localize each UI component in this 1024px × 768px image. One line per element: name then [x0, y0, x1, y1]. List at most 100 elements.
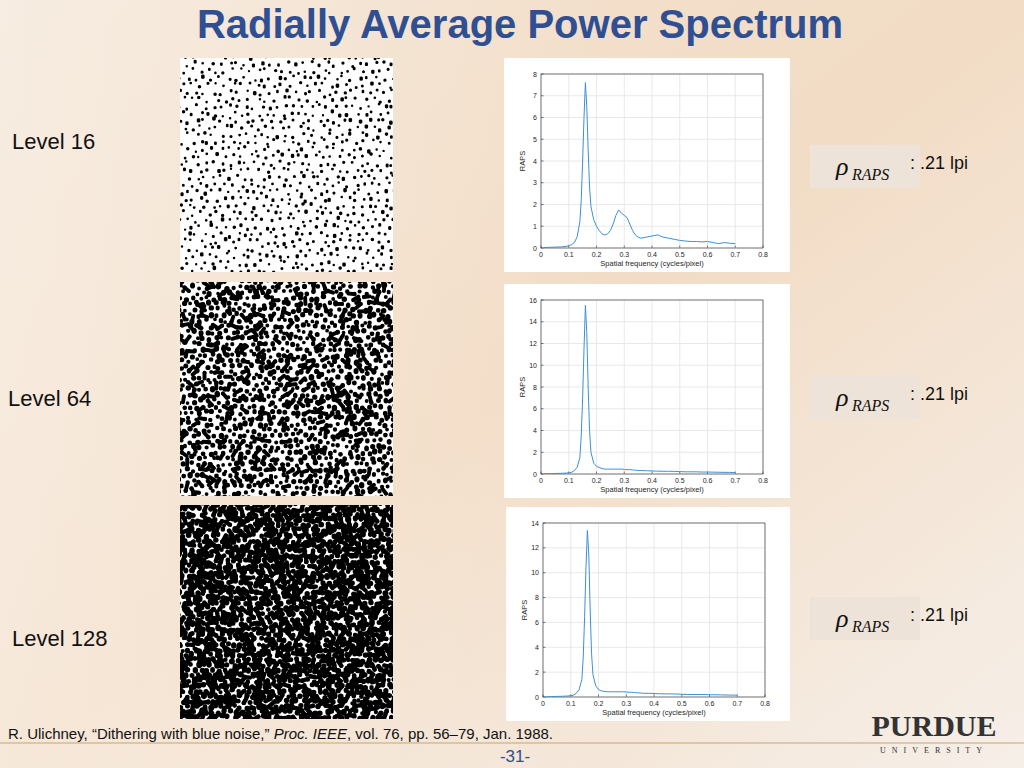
x-tick-label: 0.1	[564, 477, 574, 484]
y-tick-label: 6	[535, 619, 539, 626]
annotation-subscript: RAPS	[851, 618, 889, 635]
y-tick	[541, 182, 544, 183]
level-label: Level 64	[8, 386, 91, 411]
y-tick-label: 8	[533, 384, 537, 391]
annotation-subscript: RAPS	[851, 397, 889, 414]
x-tick-label: 0.4	[649, 700, 659, 707]
halftone-dots	[180, 58, 393, 272]
annotation-symbol: ρ	[835, 152, 848, 181]
y-tick	[543, 672, 546, 673]
y-tick-label: 1	[533, 223, 537, 230]
plot-frame	[543, 523, 765, 697]
y-tick	[541, 387, 544, 388]
halftone-worms	[180, 282, 393, 496]
x-tick-label: 0	[541, 700, 545, 707]
x-tick-label: 0.1	[564, 251, 574, 258]
y-tick	[541, 321, 544, 322]
y-grid-line	[543, 572, 765, 573]
y-tick	[541, 452, 544, 453]
annotation-box	[810, 145, 920, 188]
x-tick-label: 0.5	[675, 477, 685, 484]
y-tick	[541, 365, 544, 366]
chart: 00.10.20.30.40.50.60.70.80246810121416Sp…	[504, 284, 790, 498]
y-tick-label: 12	[531, 544, 539, 551]
y-grid-line	[543, 647, 765, 648]
annotation-text: : .21 lpi	[910, 605, 968, 625]
y-tick-label: 6	[533, 114, 537, 121]
x-tick-label: 0.4	[647, 251, 657, 258]
x-tick-label: 0	[539, 477, 543, 484]
y-tick-label: 3	[533, 179, 537, 186]
x-tick-label: 0	[539, 251, 543, 258]
y-grid-line	[541, 365, 763, 366]
y-tick-label: 2	[533, 201, 537, 208]
x-tick-label: 0.3	[619, 477, 629, 484]
y-tick-label: 2	[533, 449, 537, 456]
y-tick	[543, 547, 546, 548]
y-tick	[541, 161, 544, 162]
x-tick-label: 0.2	[592, 477, 602, 484]
halftone-image	[180, 282, 393, 496]
y-tick	[541, 430, 544, 431]
y-grid-line	[543, 597, 765, 598]
y-tick	[543, 597, 546, 598]
halftone-worms	[180, 505, 393, 719]
y-tick	[541, 408, 544, 409]
x-tick-label: 0.2	[594, 700, 604, 707]
raps-line	[546, 530, 737, 696]
y-tick	[541, 95, 544, 96]
slide: Radially Average Power Spectrum00.10.20.…	[0, 0, 1024, 768]
x-tick-label: 0.1	[566, 700, 576, 707]
x-tick-label: 0.6	[705, 700, 715, 707]
y-tick	[543, 622, 546, 623]
y-grid-line	[541, 321, 763, 322]
y-grid-line	[541, 182, 763, 183]
y-tick	[541, 226, 544, 227]
x-grid-line	[570, 523, 571, 697]
x-tick-label: 0.6	[703, 251, 713, 258]
x-grid-line	[654, 523, 655, 697]
x-tick-label: 0.7	[730, 477, 740, 484]
x-tick-label: 0.6	[703, 477, 713, 484]
x-tick-label: 0.7	[732, 700, 742, 707]
y-grid-line	[541, 95, 763, 96]
halftone-image	[180, 58, 393, 272]
y-tick-label: 0	[533, 471, 537, 478]
annotation-subscript: RAPS	[851, 166, 889, 183]
y-tick	[541, 139, 544, 140]
x-tick-label: 0.5	[675, 251, 685, 258]
y-axis-label: RAPS	[518, 377, 527, 397]
y-tick-label: 14	[531, 520, 539, 527]
raps-line	[544, 83, 735, 248]
y-grid-line	[543, 672, 765, 673]
y-grid-line	[541, 117, 763, 118]
x-tick-label: 0.2	[592, 251, 602, 258]
y-tick-label: 4	[535, 644, 539, 651]
x-tick-label: 0.8	[758, 251, 768, 258]
y-tick-label: 5	[533, 136, 537, 143]
x-grid-line	[598, 523, 599, 697]
y-tick-label: 16	[529, 297, 537, 304]
y-grid-line	[541, 161, 763, 162]
page-number: -31-	[500, 747, 530, 766]
chart: 00.10.20.30.40.50.60.70.8012345678Spatia…	[504, 58, 790, 272]
citation-text: R. Ulichney, “Dithering with blue noise,…	[8, 725, 274, 742]
x-grid-line	[626, 523, 627, 697]
y-tick-label: 0	[533, 245, 537, 252]
x-grid-line	[681, 523, 682, 697]
x-axis-label: Spatial frequency (cycles/pixel)	[600, 259, 704, 268]
y-tick	[543, 572, 546, 573]
footer-rule	[0, 743, 1024, 744]
annotation-symbol: ρ	[835, 383, 848, 412]
x-tick-label: 0.3	[619, 251, 629, 258]
y-tick-label: 10	[531, 569, 539, 576]
x-axis-label: Spatial frequency (cycles/pixel)	[602, 708, 706, 717]
y-grid-line	[541, 408, 763, 409]
annotation-box	[810, 376, 920, 419]
y-grid-line	[541, 204, 763, 205]
y-tick-label: 7	[533, 92, 537, 99]
citation-text: , vol. 76, pp. 56–79, Jan. 1988.	[347, 725, 553, 742]
x-tick-label: 0.3	[621, 700, 631, 707]
y-grid-line	[541, 387, 763, 388]
plot-frame	[541, 74, 763, 248]
